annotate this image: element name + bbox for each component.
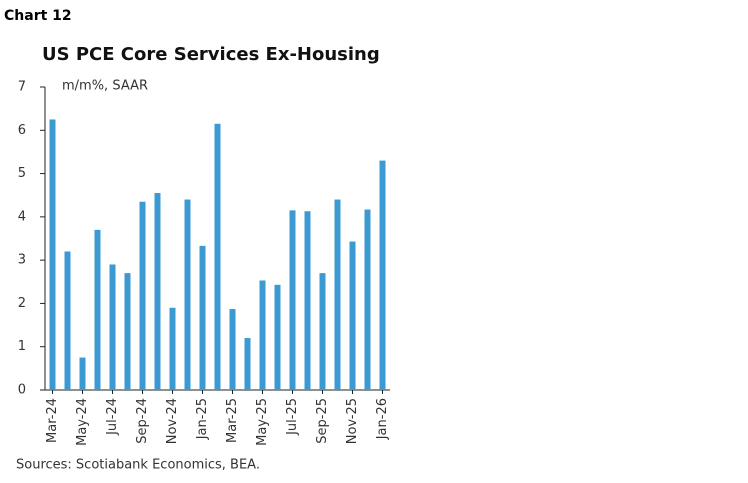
bar: [139, 201, 146, 390]
bar: [379, 160, 386, 390]
x-tick-label: Sep-25: [315, 398, 330, 444]
bar: [169, 307, 176, 390]
bar: [259, 280, 266, 390]
bar: [184, 199, 191, 390]
y-tick-label: 4: [18, 209, 26, 224]
x-tick-label: Mar-25: [225, 398, 240, 443]
header: Chart 12: [4, 8, 72, 24]
bar: [154, 193, 161, 390]
bar: [229, 309, 236, 390]
bar: [244, 338, 251, 390]
x-tick-label: May-25: [255, 398, 270, 446]
y-tick-label: 0: [18, 383, 26, 398]
x-tick-label: Jul-25: [285, 398, 300, 436]
x-tick-label: Jan-25: [195, 398, 210, 440]
bar: [124, 273, 131, 390]
y-tick-label: 1: [18, 339, 26, 354]
x-tick-label: May-24: [75, 398, 90, 446]
x-tick-label: Nov-25: [345, 398, 360, 444]
x-tick-label: Nov-24: [165, 398, 180, 444]
y-tick-label: 7: [18, 80, 26, 95]
bar: [334, 199, 341, 390]
chart-title: US PCE Core Services Ex-Housing: [42, 44, 380, 65]
bar: [49, 119, 56, 390]
bar: [79, 357, 86, 390]
x-tick-label: Jul-24: [105, 398, 120, 436]
x-tick-label: Sep-24: [135, 398, 150, 444]
bar: [274, 284, 281, 390]
source: Sources: Scotiabank Economics, BEA.: [16, 458, 260, 473]
bar: [319, 273, 326, 390]
bar: [199, 245, 206, 390]
bar: [64, 251, 71, 390]
y-tick-label: 3: [18, 253, 26, 268]
y-tick-label: 5: [18, 166, 26, 181]
bar: [109, 264, 116, 390]
bar: [304, 211, 311, 390]
bar: [364, 209, 371, 390]
x-tick-label: Jan-26: [375, 398, 390, 440]
bar: [94, 229, 101, 390]
y-tick-label: 2: [18, 296, 26, 311]
bar: [214, 123, 221, 391]
subtitle: m/m%, SAAR: [62, 79, 148, 94]
bar: [289, 210, 296, 390]
bar: [349, 241, 356, 390]
y-tick-label: 6: [18, 123, 26, 138]
x-tick-label: Mar-24: [45, 398, 60, 443]
